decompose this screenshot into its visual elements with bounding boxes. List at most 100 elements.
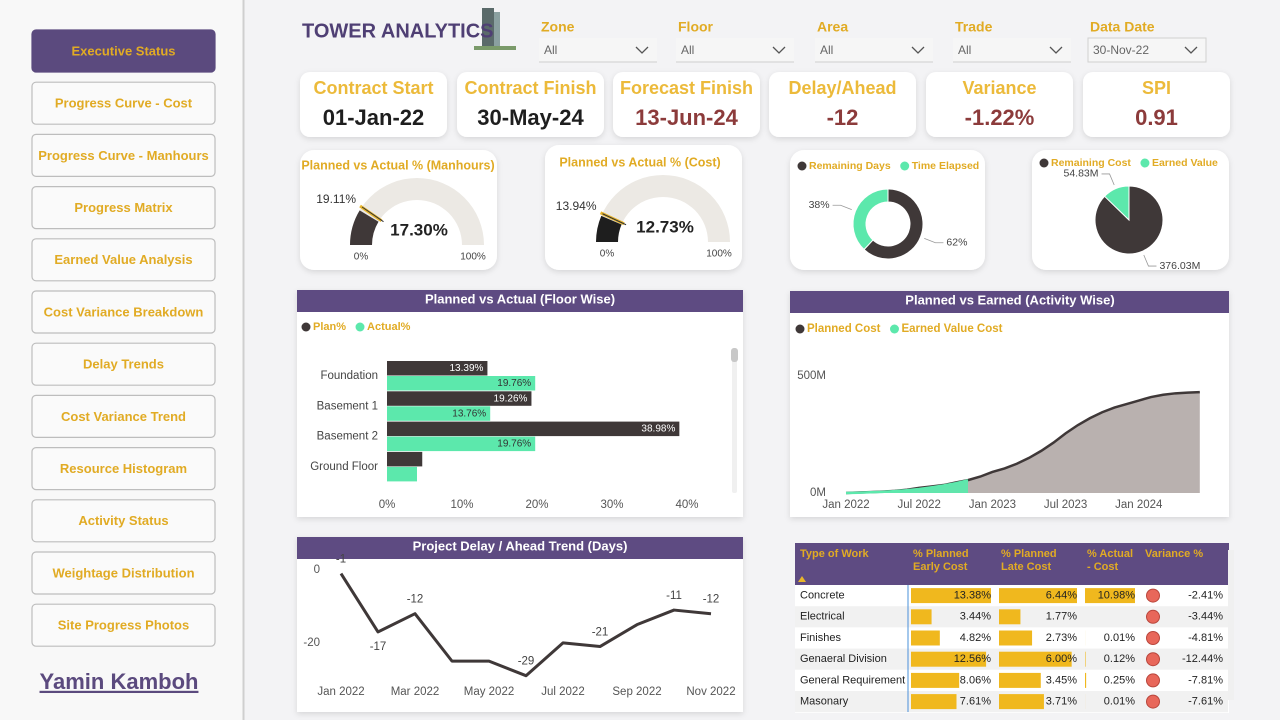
nav-button[interactable] — [31, 603, 216, 647]
legend-label: Remaining Cost — [1051, 157, 1131, 169]
x-tick-label: Jan 2024 — [1115, 499, 1163, 511]
nav-button[interactable] — [31, 133, 216, 177]
column-header: Late Cost — [1001, 561, 1051, 573]
nav-button[interactable] — [31, 551, 216, 595]
author[interactable]: Yamin Kamboh — [40, 669, 199, 694]
filter-dropdown[interactable] — [676, 38, 794, 62]
nav-label[interactable]: Resource Histogram — [60, 461, 187, 476]
kpi-label: Contract Start — [313, 78, 433, 98]
nav-button[interactable] — [31, 342, 216, 386]
slice-label: 54.83M — [1064, 168, 1099, 180]
nav-label[interactable]: Cost Variance Trend — [61, 409, 186, 424]
column-header: % Planned — [913, 548, 969, 560]
x-tick-label: 20% — [525, 499, 548, 511]
status-icon — [1146, 609, 1160, 624]
y-tick-label: Ground Floor — [310, 461, 378, 473]
table-cell: 6.44% — [1046, 590, 1077, 602]
nav-button[interactable] — [31, 81, 216, 125]
legend-marker — [355, 322, 365, 332]
nav-button[interactable] — [31, 290, 216, 334]
nav-button[interactable] — [31, 238, 216, 282]
filter-value[interactable]: All — [820, 43, 833, 57]
legend-label: Plan% — [313, 321, 346, 333]
nav-label[interactable]: Executive Status — [71, 43, 175, 58]
target-label: 19.11% — [316, 192, 356, 206]
column-header: Variance % — [1145, 548, 1203, 560]
line — [339, 572, 712, 678]
legend-marker — [1039, 158, 1049, 168]
filter-dropdown[interactable] — [815, 38, 933, 62]
filter-label: Zone — [541, 19, 575, 35]
kpi-value: -1.22% — [965, 105, 1035, 130]
gauge-tick-label: 0% — [600, 249, 615, 260]
filter-value[interactable]: 30-Nov-22 — [1093, 43, 1149, 57]
nav-label[interactable]: Delay Trends — [83, 357, 164, 372]
nav-button[interactable] — [31, 186, 216, 230]
chevron — [772, 46, 786, 54]
target-label: 13.94% — [556, 199, 597, 213]
data-label: -12 — [407, 594, 424, 606]
filter-dropdown[interactable] — [539, 38, 657, 62]
sort-icon — [798, 576, 806, 582]
table-cell: 1.77% — [1046, 611, 1077, 623]
x-tick-label: Jan 2023 — [969, 499, 1016, 511]
leader-line — [1101, 173, 1115, 186]
nav-label[interactable]: Progress Matrix — [74, 200, 173, 215]
bar — [387, 376, 536, 391]
data-label: -29 — [518, 656, 535, 668]
card — [300, 150, 497, 270]
table-cell: 12.56% — [954, 653, 992, 665]
kpi-card — [1083, 72, 1230, 137]
filter-value[interactable]: All — [544, 43, 557, 57]
filter-dropdown[interactable] — [1087, 37, 1207, 63]
filter-value[interactable]: All — [681, 43, 694, 57]
nav-label[interactable]: Cost Variance Breakdown — [44, 304, 204, 319]
line — [845, 479, 969, 495]
legend-label: Earned Value Cost — [901, 323, 1002, 335]
chart-title: Planned vs Earned (Activity Wise) — [905, 292, 1114, 307]
bar — [387, 466, 417, 482]
legend-marker — [301, 322, 311, 332]
kpi-label: Delay/Ahead — [788, 78, 896, 98]
filter-dropdown[interactable] — [953, 38, 1071, 62]
data-label: -12 — [703, 594, 720, 606]
column-header: Type of Work — [800, 548, 870, 560]
kpi-label: SPI — [1142, 78, 1171, 98]
scrollbar-thumb — [731, 348, 738, 362]
scrollbar — [732, 348, 737, 493]
filter-value[interactable]: All — [958, 43, 971, 57]
data-bar — [999, 609, 1021, 625]
status-icon — [1146, 631, 1160, 645]
nav-label[interactable]: Progress Curve - Manhours — [38, 148, 209, 163]
bar-label: 19.76% — [497, 378, 531, 389]
nav-label[interactable]: Earned Value Analysis — [54, 252, 192, 267]
bar-label: 13.76% — [452, 408, 486, 419]
table-header — [795, 543, 1229, 585]
column-header: % Planned — [1001, 548, 1057, 560]
x-tick-label: Sep 2022 — [612, 686, 661, 698]
kpi-label: Contract Finish — [464, 78, 596, 98]
slice-label: 62% — [946, 237, 967, 249]
x-tick-label: Nov 2022 — [686, 686, 735, 698]
nav-label[interactable]: Progress Curve - Cost — [55, 96, 193, 111]
nav-button[interactable] — [31, 394, 216, 438]
data-bar — [1085, 651, 1086, 667]
data-label: -11 — [666, 590, 682, 602]
bar — [387, 451, 423, 467]
nav-label[interactable]: Site Progress Photos — [58, 618, 189, 633]
data-bar — [1085, 672, 1087, 688]
gauge-value — [350, 210, 379, 245]
data-bar — [999, 630, 1033, 646]
nav-button[interactable] — [31, 447, 216, 491]
legend-label: Actual% — [367, 321, 411, 333]
legend-marker — [900, 161, 910, 171]
nav-button[interactable] — [31, 29, 216, 73]
nav-label[interactable]: Weightage Distribution — [52, 565, 194, 580]
table-cell: -3.44% — [1188, 611, 1223, 623]
table-cell: 3.45% — [1046, 674, 1077, 686]
gauge-track — [596, 175, 730, 242]
nav-label[interactable]: Activity Status — [78, 513, 168, 528]
x-tick-label: Jul 2022 — [897, 499, 940, 511]
nav-button[interactable] — [31, 499, 216, 543]
